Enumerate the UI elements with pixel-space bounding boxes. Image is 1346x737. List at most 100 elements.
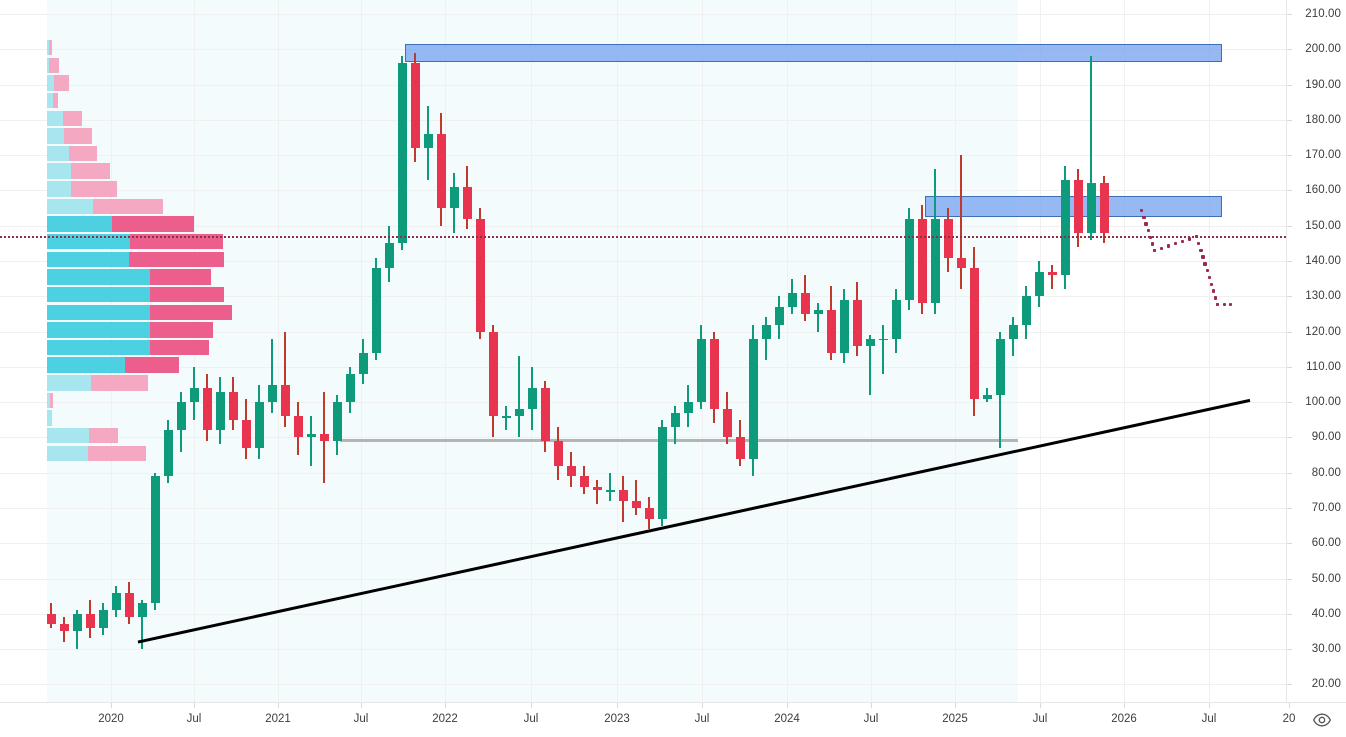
candle-body xyxy=(280,384,290,417)
candle-body xyxy=(527,388,537,410)
candle-body xyxy=(488,331,498,417)
candle-body xyxy=(163,430,173,477)
time-axis-tick xyxy=(194,703,195,708)
volume-profile-buy-bar xyxy=(47,339,150,356)
volume-profile-sell-bar xyxy=(129,251,224,268)
projection-dot xyxy=(1213,296,1218,300)
candle-body xyxy=(384,243,394,269)
time-axis-tick xyxy=(1209,703,1210,708)
volume-profile-sell-bar xyxy=(125,357,179,373)
grid-line-vertical xyxy=(531,0,532,702)
time-axis-tick xyxy=(871,703,872,708)
volume-profile-row xyxy=(47,375,232,391)
dotted-price-level[interactable] xyxy=(0,236,1286,239)
volume-profile-row xyxy=(47,357,232,373)
volume-profile-row xyxy=(47,198,232,215)
grid-line-horizontal xyxy=(0,649,1286,651)
price-axis-tick xyxy=(1287,331,1292,333)
volume-profile-row xyxy=(47,339,232,356)
projection-dot xyxy=(1199,248,1203,252)
grid-line-horizontal xyxy=(0,613,1286,615)
candle-body xyxy=(839,299,849,353)
candle-body xyxy=(98,610,108,628)
price-axis-label: 150.00 xyxy=(1305,219,1341,232)
chart-plot-area[interactable] xyxy=(0,0,1286,702)
price-axis-tick xyxy=(1287,155,1292,157)
candle-body xyxy=(514,409,524,417)
price-axis-label: 130.00 xyxy=(1305,290,1341,303)
price-axis-label: 180.00 xyxy=(1305,113,1341,126)
eye-icon[interactable] xyxy=(1312,710,1332,730)
grid-line-horizontal xyxy=(0,331,1286,333)
volume-profile-row xyxy=(47,428,232,444)
price-axis-tick xyxy=(1287,472,1292,474)
volume-profile-buy-bar xyxy=(47,392,51,409)
candle-body xyxy=(306,433,316,438)
projection-dot xyxy=(1150,242,1155,246)
volume-profile-buy-bar xyxy=(47,322,150,338)
candle-body xyxy=(345,373,355,403)
price-axis-tick xyxy=(1287,578,1292,580)
price-axis-label: 70.00 xyxy=(1311,501,1341,514)
volume-profile-sell-bar xyxy=(63,110,82,126)
time-axis-label: 2022 xyxy=(432,713,458,725)
candle-body xyxy=(969,268,979,399)
volume-profile-row xyxy=(47,163,232,179)
candle-body xyxy=(787,292,797,307)
candle-body xyxy=(904,218,914,300)
price-axis-tick xyxy=(1287,119,1292,121)
grid-line-horizontal xyxy=(0,190,1286,192)
upper-resistance-zone[interactable] xyxy=(405,44,1222,62)
horizontal-support-line[interactable] xyxy=(340,439,1018,442)
grid-line-vertical xyxy=(1209,0,1210,702)
candle-body xyxy=(540,388,550,441)
time-axis-tick xyxy=(531,703,532,708)
time-axis[interactable]: 2020 Jul 2021 Jul 2022 Jul 2023 Jul 2024 Jul 2025 J… xyxy=(0,702,1346,737)
price-axis[interactable]: 210.00 200.00 190.00 180.00 170.00 160.00 150.… xyxy=(1286,0,1346,737)
price-axis-tick xyxy=(1287,507,1292,509)
volume-profile-buy-bar xyxy=(47,110,64,126)
grid-line-horizontal xyxy=(0,684,1286,686)
volume-profile-row xyxy=(47,445,232,462)
time-axis-tick xyxy=(787,703,788,708)
price-axis-label: 190.00 xyxy=(1305,78,1341,91)
candle-wick xyxy=(609,472,611,501)
volume-profile-buy-bar xyxy=(47,286,150,303)
candle-body xyxy=(917,218,927,304)
volume-profile-row xyxy=(47,269,232,285)
time-axis-tick xyxy=(617,703,618,708)
price-axis-tick xyxy=(1287,402,1292,404)
candle-wick xyxy=(505,405,507,431)
projection-dot xyxy=(1216,303,1220,307)
candle-wick xyxy=(882,324,884,374)
volume-profile-sell-bar xyxy=(149,322,214,338)
candle-body xyxy=(371,268,381,353)
projection-dot xyxy=(1222,303,1226,307)
volume-profile-buy-bar xyxy=(47,251,130,268)
candle-body xyxy=(449,186,459,209)
grid-line-vertical xyxy=(617,0,618,702)
candle-wick xyxy=(1051,264,1053,290)
volume-profile-sell-bar xyxy=(91,375,148,391)
candle-body xyxy=(553,440,563,466)
price-axis-label: 110.00 xyxy=(1306,360,1341,373)
grid-line-vertical xyxy=(445,0,446,702)
volume-profile-sell-bar xyxy=(70,181,117,197)
candle-body xyxy=(1021,296,1031,325)
candle-body xyxy=(150,476,160,604)
volume-profile-row xyxy=(47,40,232,56)
price-axis-tick xyxy=(1287,437,1292,439)
candle-body xyxy=(501,416,511,418)
candle-body xyxy=(176,402,186,431)
time-axis-label: Jul xyxy=(863,713,879,725)
volume-profile-buy-bar xyxy=(47,357,126,373)
candle-body xyxy=(852,299,862,346)
grid-line-vertical xyxy=(955,0,956,702)
time-axis-label: 2026 xyxy=(1111,713,1137,725)
time-axis-label: 2021 xyxy=(265,713,291,725)
volume-profile-sell-bar xyxy=(149,339,210,356)
time-axis-tick xyxy=(445,703,446,708)
projection-dot xyxy=(1203,262,1207,266)
grid-line-vertical xyxy=(1124,0,1125,702)
time-axis-label: 20 xyxy=(1282,713,1296,725)
